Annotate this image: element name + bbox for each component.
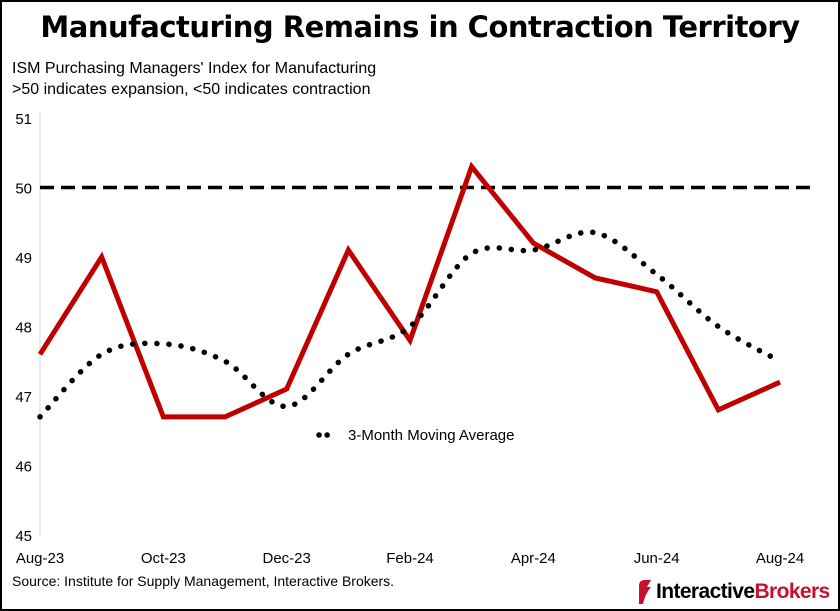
y-tick-label: 45 [15, 528, 32, 545]
x-tick-label: Oct-23 [141, 550, 186, 567]
x-tick-label: Apr-24 [511, 550, 556, 567]
logo-text-part2: Brokers [754, 580, 830, 603]
chart-subtitle-line2: >50 indicates expansion, <50 indicates c… [12, 81, 371, 98]
axes: 45 46 47 48 49 50 51 Aug-23 Oct-23 Dec-23 Feb-24 Ap… [15, 111, 804, 567]
legend: 3-Month Moving Average [316, 427, 515, 444]
legend-label: 3-Month Moving Average [348, 427, 515, 444]
x-tick-label: Aug-24 [756, 550, 804, 567]
series-layer [37, 161, 783, 420]
x-tick-label: Aug-23 [16, 550, 64, 567]
logo-wordmark: InteractiveBrokers [656, 580, 830, 604]
x-tick-label: Feb-24 [386, 550, 434, 567]
chart-title: Manufacturing Remains in Contraction Ter… [40, 10, 800, 44]
chart-subtitle-line1: ISM Purchasing Managers' Index for Manuf… [12, 60, 377, 77]
ib-logo-icon [639, 580, 651, 604]
y-tick-label: 51 [15, 111, 32, 128]
x-tick-label: Dec-23 [262, 550, 310, 567]
logo-text-part1: Interactive [656, 580, 755, 603]
y-tick-label: 50 [15, 181, 32, 198]
y-tick-label: 48 [15, 320, 32, 337]
pmi-series-line [37, 161, 782, 420]
y-tick-label: 46 [15, 459, 32, 476]
source-note: Source: Institute for Supply Management,… [12, 573, 395, 589]
y-tick-label: 47 [15, 389, 32, 406]
y-tick-label: 49 [15, 250, 32, 267]
x-tick-label: Jun-24 [634, 550, 680, 567]
